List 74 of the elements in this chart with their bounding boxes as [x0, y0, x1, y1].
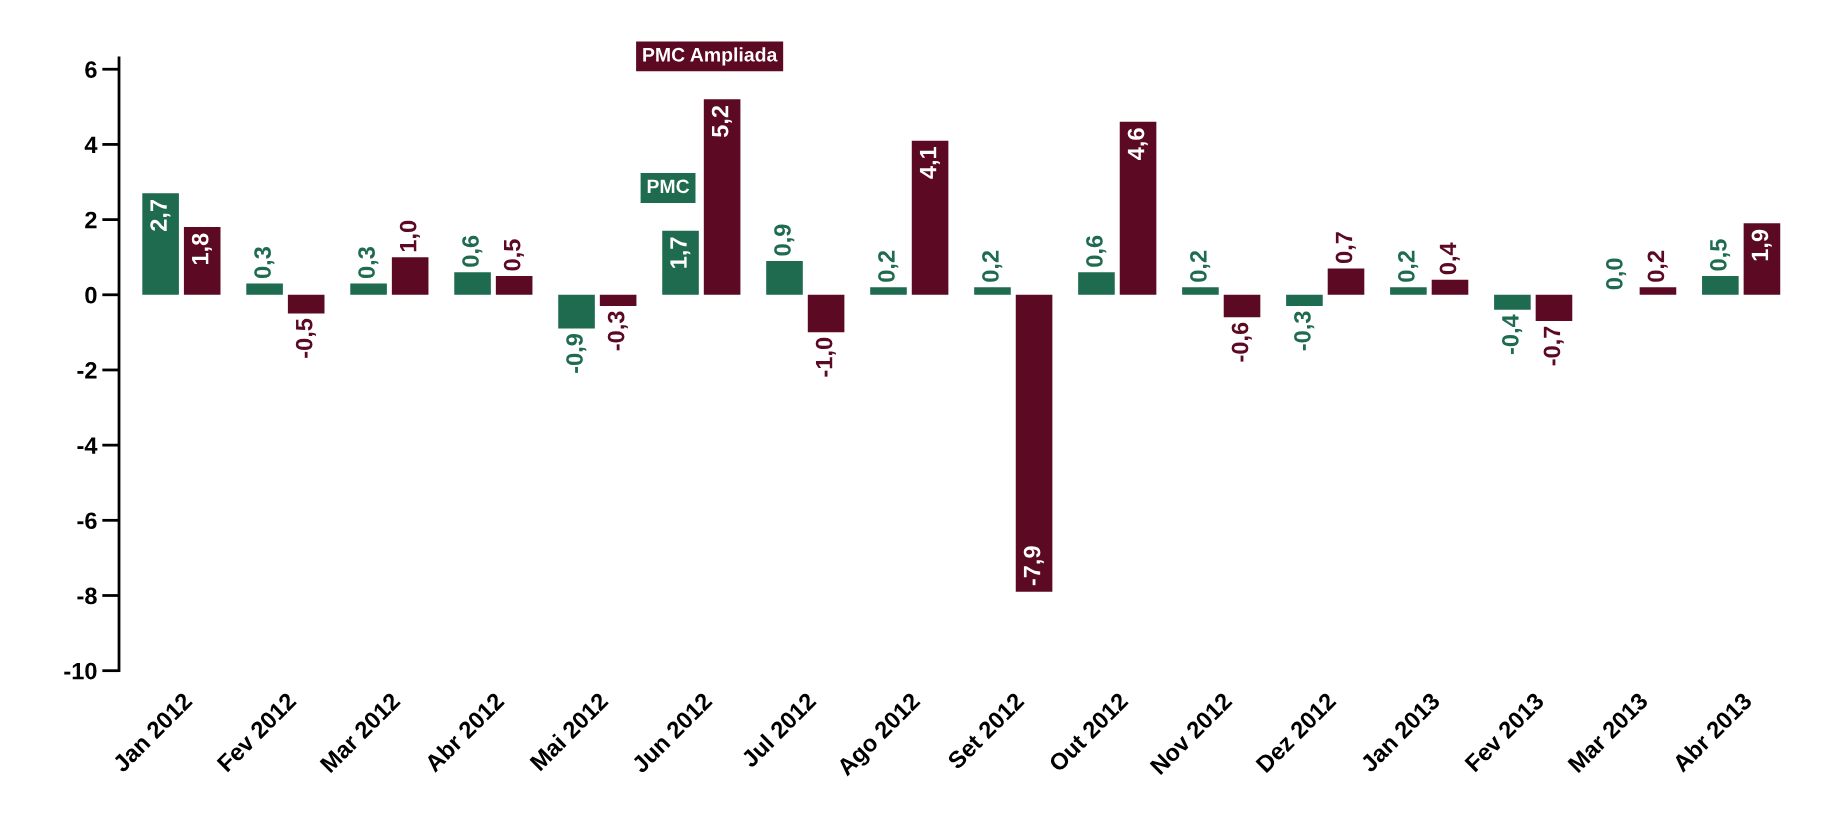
data-label: -0,4 [1502, 314, 1523, 355]
bar [870, 287, 907, 295]
data-label: -0,5 [295, 318, 316, 358]
y-tick-label: 0 [85, 286, 97, 304]
data-label: 1,7 [670, 237, 691, 268]
bar [391, 257, 429, 295]
bar [1494, 294, 1531, 310]
bar [558, 294, 595, 329]
bar [703, 99, 741, 295]
bar [1431, 279, 1469, 295]
data-label: 5,2 [711, 105, 732, 138]
bar [246, 283, 283, 295]
bar [183, 227, 221, 295]
data-label: 0,2 [878, 250, 899, 282]
series-label: PMC [647, 179, 690, 194]
data-label: 0,3 [358, 247, 379, 279]
data-label: -0,3 [607, 311, 628, 351]
bar [142, 193, 179, 295]
bar [1223, 294, 1261, 318]
data-label: 1,0 [399, 220, 420, 252]
data-label: -0,3 [1294, 311, 1315, 351]
y-tick-label: -4 [77, 437, 98, 454]
bar [1390, 287, 1427, 295]
data-label: 0,0 [1605, 258, 1627, 290]
y-tick-label: 6 [85, 61, 97, 79]
bar [454, 272, 491, 295]
bar [1743, 223, 1781, 295]
data-label: 0,3 [254, 247, 275, 279]
bar [1327, 268, 1365, 295]
data-label: 4,6 [1127, 128, 1148, 160]
data-label: -7,9 [1023, 546, 1044, 586]
data-label: 0,2 [982, 250, 1003, 282]
data-label: 0,5 [1709, 239, 1731, 271]
data-label: 0,2 [1190, 250, 1211, 282]
bar [1702, 275, 1739, 295]
text: PMC Ampliada [643, 47, 778, 66]
y-tick-label: -2 [77, 362, 97, 379]
bar [1119, 121, 1157, 295]
y-tick-label: 2 [85, 211, 97, 229]
bar [766, 260, 803, 295]
y-tick-label: -10 [64, 662, 97, 680]
data-label: 1,8 [191, 233, 212, 265]
bar [350, 283, 387, 295]
bar [807, 294, 845, 333]
data-label: -0,9 [566, 333, 587, 373]
data-label: 0,6 [1086, 235, 1107, 267]
bar [1182, 287, 1219, 295]
bar [495, 275, 533, 295]
data-label: -1,0 [815, 337, 836, 377]
bar [1015, 294, 1053, 592]
data-label: 0,2 [1398, 250, 1419, 282]
data-label: 0,7 [1335, 232, 1356, 264]
data-label: 1,9 [1751, 229, 1772, 261]
data-label: 4,1 [919, 146, 940, 179]
bar [1286, 294, 1323, 307]
bar [1535, 294, 1573, 322]
bar [287, 294, 325, 314]
data-label: -0,6 [1231, 322, 1252, 362]
data-label: 0,4 [1439, 242, 1460, 275]
data-label: 0,9 [774, 224, 795, 256]
y-tick-label: -8 [77, 587, 97, 605]
bar [1639, 287, 1677, 295]
data-label: 0,5 [503, 239, 524, 271]
bar [1078, 272, 1115, 295]
bar [911, 140, 949, 295]
y-tick-label: -6 [77, 512, 97, 530]
bar [599, 294, 637, 307]
data-label: 0,2 [1647, 250, 1668, 282]
data-label: -0,7 [1543, 326, 1564, 366]
data-label: 0,6 [462, 235, 483, 267]
y-tick-label: 4 [84, 136, 98, 153]
bar [662, 230, 699, 295]
data-label: 2,7 [150, 199, 171, 231]
bar [974, 287, 1011, 295]
